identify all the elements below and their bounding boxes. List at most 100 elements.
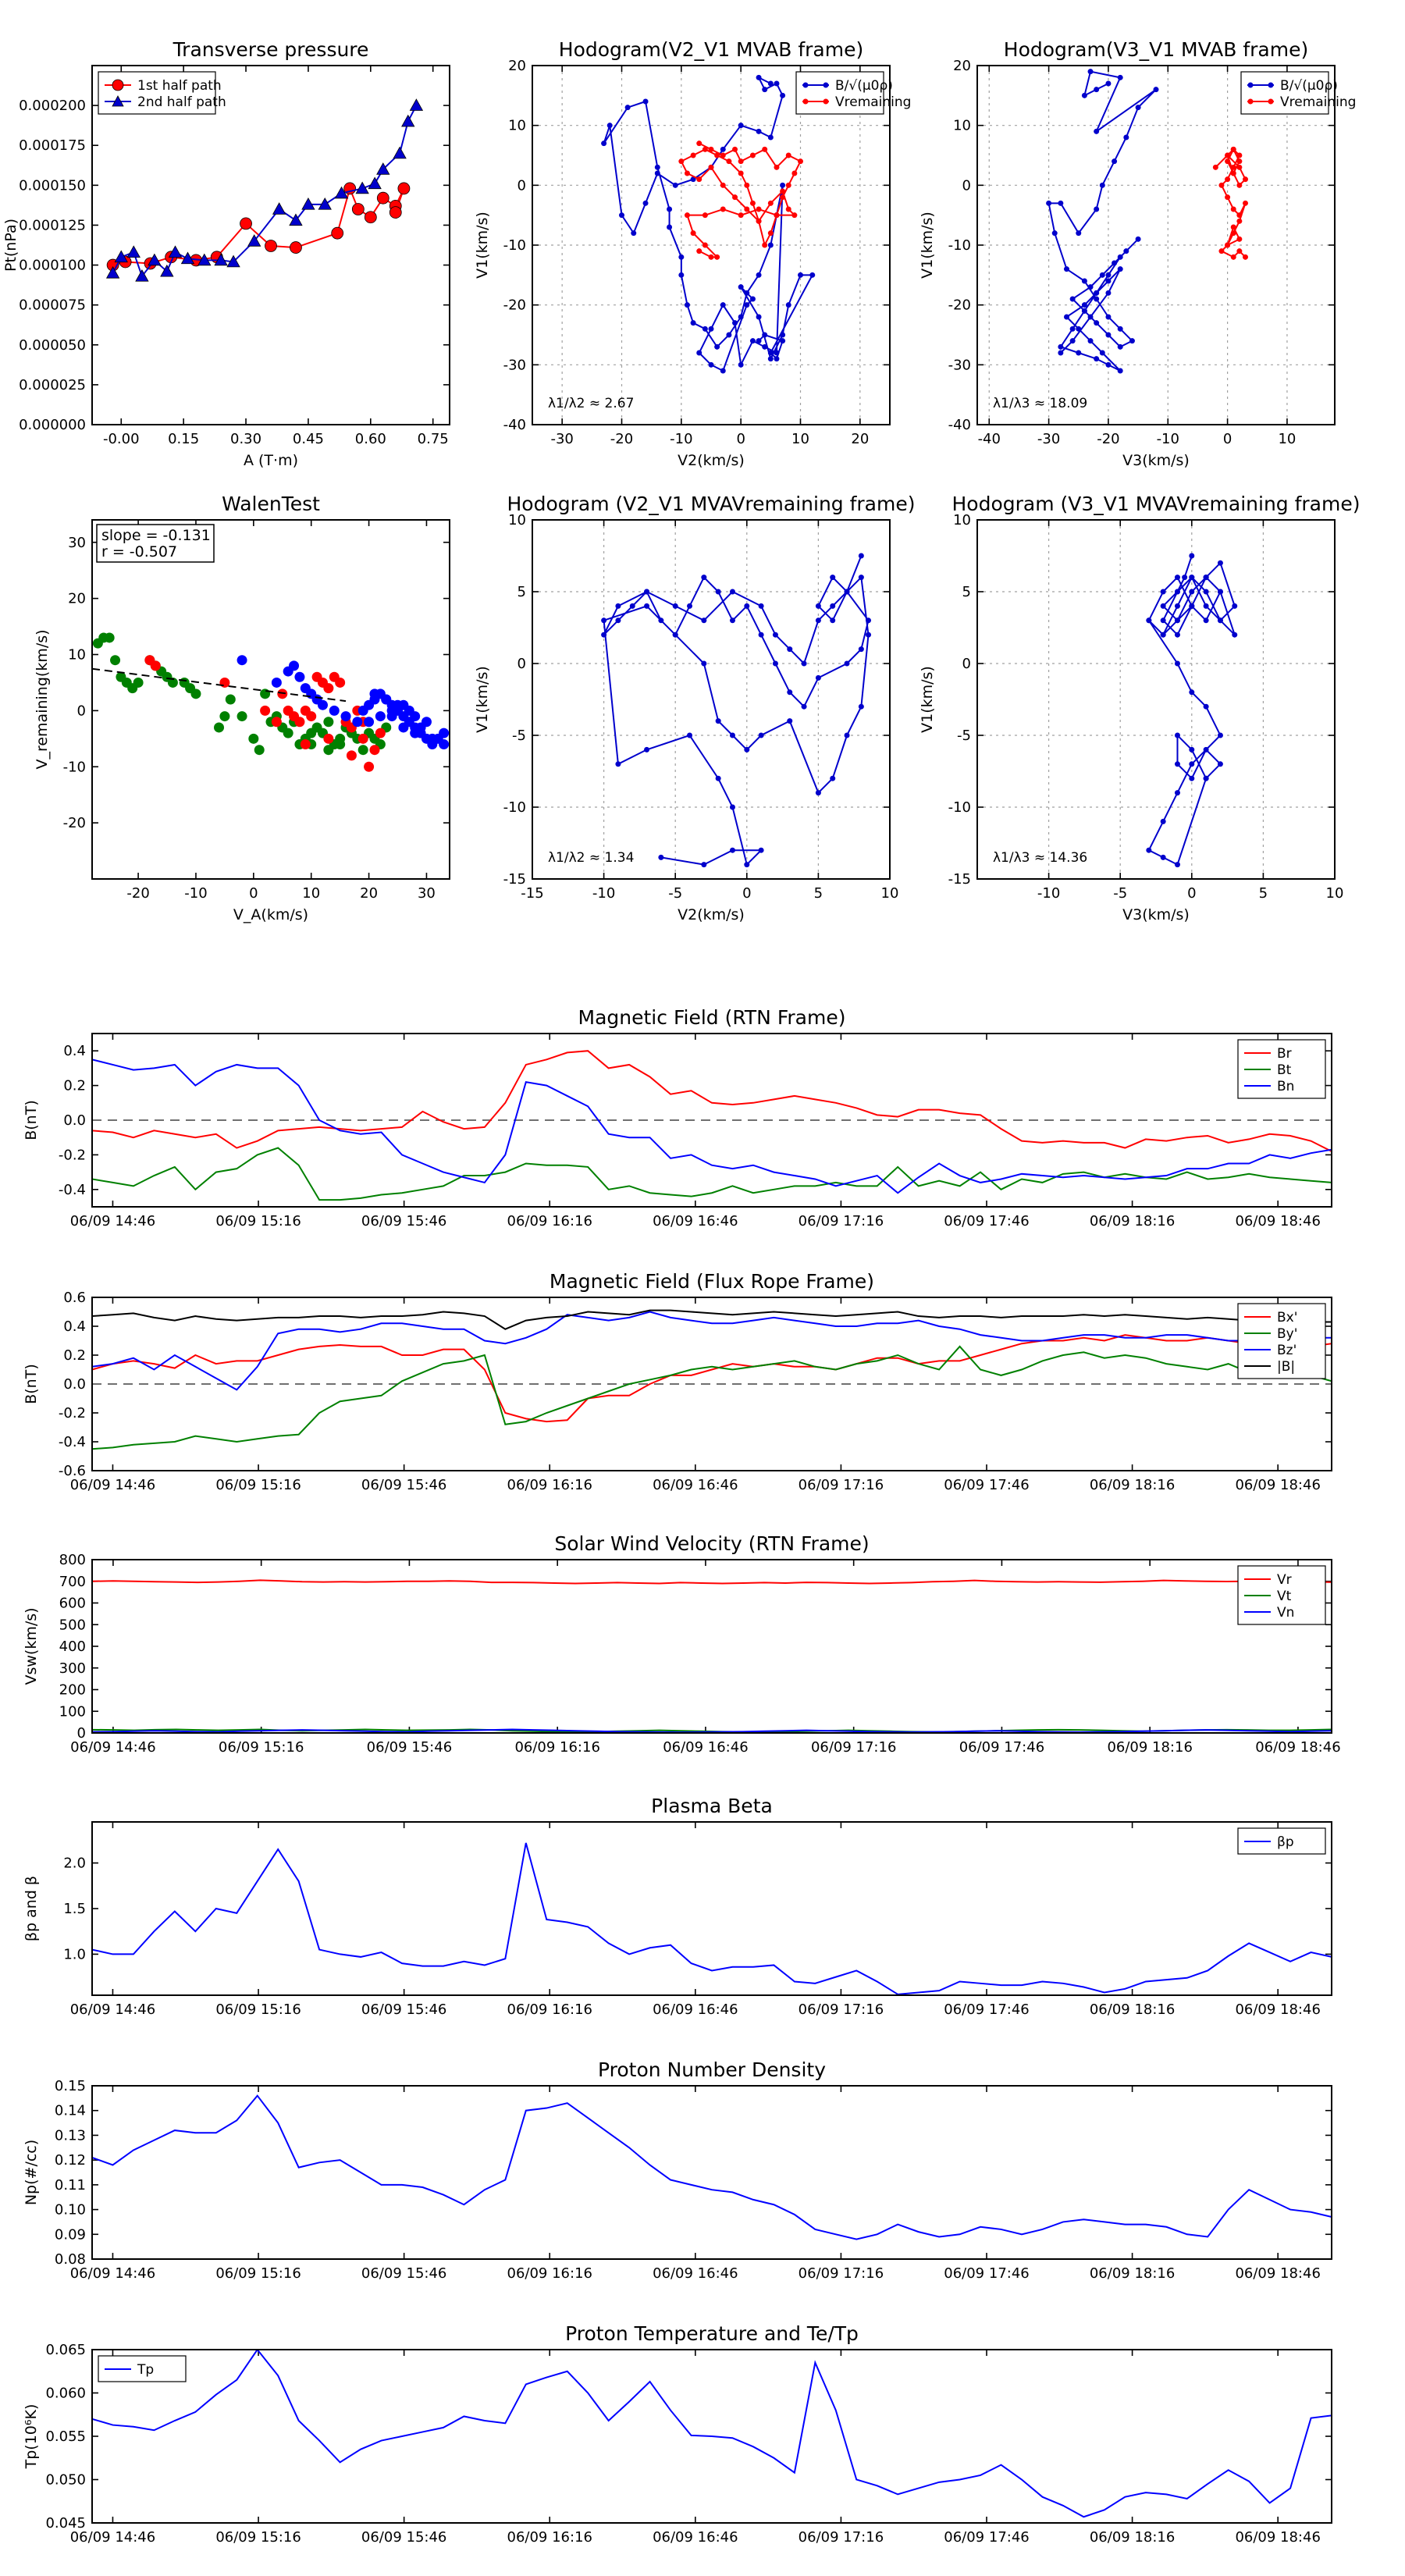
transverse-point xyxy=(168,245,183,258)
hodo3-xtick-label: 10 xyxy=(881,885,899,902)
hodo3-point xyxy=(629,603,635,609)
transverse-point xyxy=(135,269,149,282)
hodo2-xtick-label: -10 xyxy=(1157,431,1179,447)
hodo3-point xyxy=(830,617,836,624)
hodo1-point xyxy=(774,80,780,87)
bflux-series-3-line xyxy=(92,1309,1332,1330)
transverse-point xyxy=(148,253,162,266)
walen-fit-line xyxy=(92,667,347,703)
hodo1-point xyxy=(780,332,786,338)
walen-point xyxy=(381,694,392,705)
hodo2-point xyxy=(1230,230,1236,237)
hodo2-point xyxy=(1105,272,1112,278)
beta-title: Plasma Beta xyxy=(651,1795,773,1817)
transverse-point xyxy=(301,197,315,210)
hodo3-point xyxy=(672,632,678,638)
transverse-point xyxy=(180,251,195,265)
hodo3-ylabel: V1(km/s) xyxy=(474,666,491,733)
density-ytick-label: 0.13 xyxy=(55,2127,86,2144)
bflux-series-0 xyxy=(92,1334,1332,1423)
hodo2-point xyxy=(1105,314,1112,320)
hodo2-point xyxy=(1094,87,1100,93)
hodo1-ytick-label: -20 xyxy=(503,297,526,314)
hodo1-point xyxy=(798,158,803,165)
transverse-title: Transverse pressure xyxy=(173,38,369,61)
walen-ytick-label: 20 xyxy=(68,591,86,607)
beta-legend: βp xyxy=(1237,1827,1326,1855)
hodo1-legend-marker xyxy=(823,98,829,105)
hodo1-point xyxy=(785,152,791,158)
bflux-xtick-label: 06/09 16:46 xyxy=(653,1477,738,1493)
hodo4-point xyxy=(1189,689,1195,696)
hodo2-point xyxy=(1236,212,1243,219)
walen-point xyxy=(364,717,375,728)
hodo1-point xyxy=(780,188,786,194)
beta-xtick-label: 06/09 16:16 xyxy=(507,2001,592,2018)
beta-xtick-label: 06/09 14:46 xyxy=(70,2001,155,2018)
velocity-xtick-label: 06/09 18:16 xyxy=(1107,1739,1192,1756)
transverse-ytick-label: 0.000000 xyxy=(19,417,86,433)
hodo3-xtick-label: -10 xyxy=(592,885,615,902)
hodo2-point xyxy=(1087,69,1094,75)
hodo4-point xyxy=(1203,703,1209,710)
hodo2-point xyxy=(1225,152,1231,158)
hodo2-xtick-label: -30 xyxy=(1037,431,1060,447)
transverse-point xyxy=(368,176,382,190)
hodo3-ytick-label: 0 xyxy=(518,656,526,672)
temperature-xtick-label: 06/09 15:16 xyxy=(215,2529,301,2546)
bfield-xtick-label: 06/09 16:46 xyxy=(653,1213,738,1229)
hodo3-series-0 xyxy=(601,553,872,868)
walen-ytick-label: 10 xyxy=(68,647,86,664)
hodo1-point xyxy=(601,141,607,147)
hodo1-point xyxy=(767,80,774,87)
hodo2-point xyxy=(1112,260,1118,266)
bfield-legend-label: Bn xyxy=(1277,1079,1294,1094)
bfield-series-2-line xyxy=(92,1059,1332,1194)
hodo3-point xyxy=(729,589,735,595)
bflux-series-0-line xyxy=(92,1334,1332,1423)
hodo1-point xyxy=(619,212,624,219)
walen-xtick-label: 0 xyxy=(249,885,258,902)
hodo1-point xyxy=(720,302,726,308)
hodo1-point xyxy=(756,128,762,134)
bflux-xtick-label: 06/09 17:46 xyxy=(944,1477,1029,1493)
bfield-xtick-label: 06/09 18:46 xyxy=(1235,1213,1320,1229)
bflux-frame xyxy=(91,1297,1332,1471)
transverse-point xyxy=(105,265,120,279)
bfield-frame xyxy=(91,1033,1332,1208)
hodo1-legend-marker xyxy=(802,98,809,105)
velocity-series-2 xyxy=(92,1728,1332,1733)
transverse-ytick-label: 0.000125 xyxy=(19,217,86,233)
hodo1-point xyxy=(749,152,756,158)
hodo3-frame xyxy=(532,519,891,880)
walen-point xyxy=(364,761,375,772)
walen-point xyxy=(410,728,421,738)
transverse-point xyxy=(401,114,415,127)
velocity-xtick-label: 06/09 16:46 xyxy=(663,1739,748,1756)
hodo1-xtick-label: -30 xyxy=(550,431,573,447)
hodo3-point xyxy=(815,603,821,609)
transverse-point xyxy=(397,182,411,195)
hodo1-point xyxy=(767,134,774,141)
bfield-xtick-label: 06/09 18:16 xyxy=(1090,1213,1175,1229)
hodo4-point xyxy=(1189,761,1195,767)
hodo1-point xyxy=(708,164,714,170)
density-ytick-label: 0.11 xyxy=(55,2177,86,2194)
walen-stat-0: slope = -0.131 xyxy=(101,527,211,544)
hodo2-point xyxy=(1117,343,1123,350)
walen-point xyxy=(283,728,293,738)
transverse-legend-marker xyxy=(112,95,124,107)
walen-point xyxy=(260,705,271,716)
bflux-xtick-label: 06/09 15:46 xyxy=(361,1477,446,1493)
hodo2-point xyxy=(1058,343,1064,350)
hodo4-point xyxy=(1189,575,1195,581)
transverse-point xyxy=(272,202,286,215)
density-ytick-label: 0.12 xyxy=(55,2152,86,2169)
hodo3-point xyxy=(687,603,693,609)
bflux-ytick-label: -0.2 xyxy=(59,1405,86,1421)
hodo1-point xyxy=(774,164,780,170)
hodo1-point xyxy=(714,254,720,260)
hodo2-point xyxy=(1105,290,1112,296)
hodo3-point xyxy=(815,790,821,796)
temperature-xtick-label: 06/09 14:46 xyxy=(70,2529,155,2546)
